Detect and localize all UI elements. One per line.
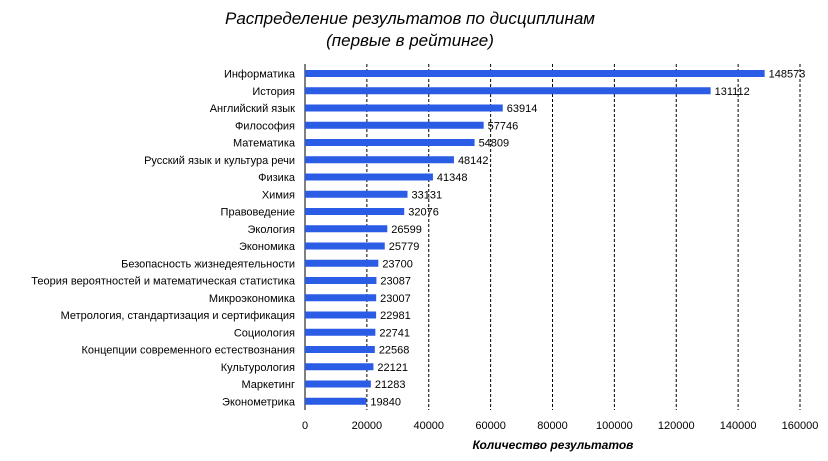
value-label: 131112: [715, 86, 750, 98]
chart-title: Распределение результатов по дисциплинам: [225, 9, 595, 28]
value-label: 32076: [408, 207, 439, 219]
bar: [305, 363, 374, 371]
bar: [305, 139, 475, 146]
bar: [305, 173, 433, 181]
category-label: Безопасность жизнедеятельности: [121, 258, 295, 270]
category-label: Русский язык и культура речи: [144, 155, 295, 167]
value-label: 26599: [391, 224, 422, 236]
value-label: 63914: [507, 103, 538, 115]
category-label: Английский язык: [210, 103, 295, 115]
value-label: 57746: [488, 120, 519, 132]
category-label: Маркетинг: [242, 379, 295, 391]
value-label: 41348: [437, 172, 468, 184]
bar: [305, 121, 484, 129]
value-label: 22121: [377, 362, 408, 374]
bar: [305, 70, 765, 77]
chart-subtitle: (первые в рейтинге): [326, 31, 494, 50]
bar: [305, 225, 388, 233]
grid: [304, 64, 801, 410]
category-label: Правоведение: [221, 207, 295, 219]
x-tick-label: 80000: [537, 420, 568, 432]
x-axis-ticks: 0 20000 40000 60000 80000 100000 120000 140000 1…: [302, 420, 818, 432]
bar: [305, 208, 405, 215]
bar: [305, 294, 377, 302]
bar: [305, 380, 371, 388]
value-label: 22568: [379, 345, 410, 357]
value-label: 22981: [380, 310, 411, 322]
category-label: Культурология: [221, 362, 295, 374]
bar: [305, 311, 377, 319]
category-label: История: [252, 86, 295, 98]
category-label: Экология: [248, 224, 296, 236]
category-label: Теория вероятностей и математическая ста…: [31, 276, 296, 288]
value-label: 23007: [380, 293, 411, 305]
value-label: 23087: [380, 276, 411, 288]
value-label: 22741: [379, 327, 410, 339]
category-label: Эконометрика: [222, 396, 296, 408]
value-label: 25779: [389, 241, 420, 253]
x-tick-label: 120000: [658, 420, 695, 432]
x-tick-label: 140000: [720, 420, 757, 432]
bar: [305, 328, 376, 336]
category-label: Информатика: [224, 69, 296, 81]
value-label: 21283: [375, 379, 406, 391]
category-label: Микроэкономика: [209, 293, 296, 305]
bar: [305, 87, 711, 95]
category-label: Социология: [234, 327, 295, 339]
bar: [305, 397, 367, 405]
value-labels: 148573 131112 63914 57746 54809 48142 41348 331…: [370, 69, 805, 409]
bar: [305, 156, 454, 164]
x-axis-title: Количество результатов: [473, 438, 634, 452]
bars: [305, 70, 765, 405]
bar: [305, 190, 408, 198]
category-label: Концепции современного естествознания: [81, 345, 295, 357]
value-label: 33131: [411, 189, 442, 201]
bar: [305, 104, 503, 112]
value-label: 19840: [370, 396, 401, 408]
x-tick-label: 20000: [352, 420, 383, 432]
bar: [305, 242, 385, 250]
x-tick-label: 60000: [475, 420, 506, 432]
x-tick-label: 40000: [413, 420, 444, 432]
category-label: Философия: [235, 120, 295, 132]
category-labels: Информатика История Английский язык Философ…: [31, 69, 296, 409]
value-label: 23700: [382, 258, 413, 270]
value-label: 48142: [458, 155, 489, 167]
value-label: 148573: [769, 69, 806, 81]
category-label: Математика: [233, 138, 296, 150]
category-label: Химия: [262, 189, 295, 201]
x-tick-label: 160000: [782, 420, 819, 432]
category-label: Метрология, стандартизация и сертификаци…: [61, 310, 295, 322]
bar: [305, 346, 375, 353]
x-tick-label: 100000: [596, 420, 633, 432]
x-tick-label: 0: [302, 420, 308, 432]
bar: [305, 277, 377, 284]
category-label: Физика: [258, 172, 296, 184]
category-label: Экономика: [239, 241, 296, 253]
value-label: 54809: [479, 138, 510, 150]
bar: [305, 259, 379, 267]
